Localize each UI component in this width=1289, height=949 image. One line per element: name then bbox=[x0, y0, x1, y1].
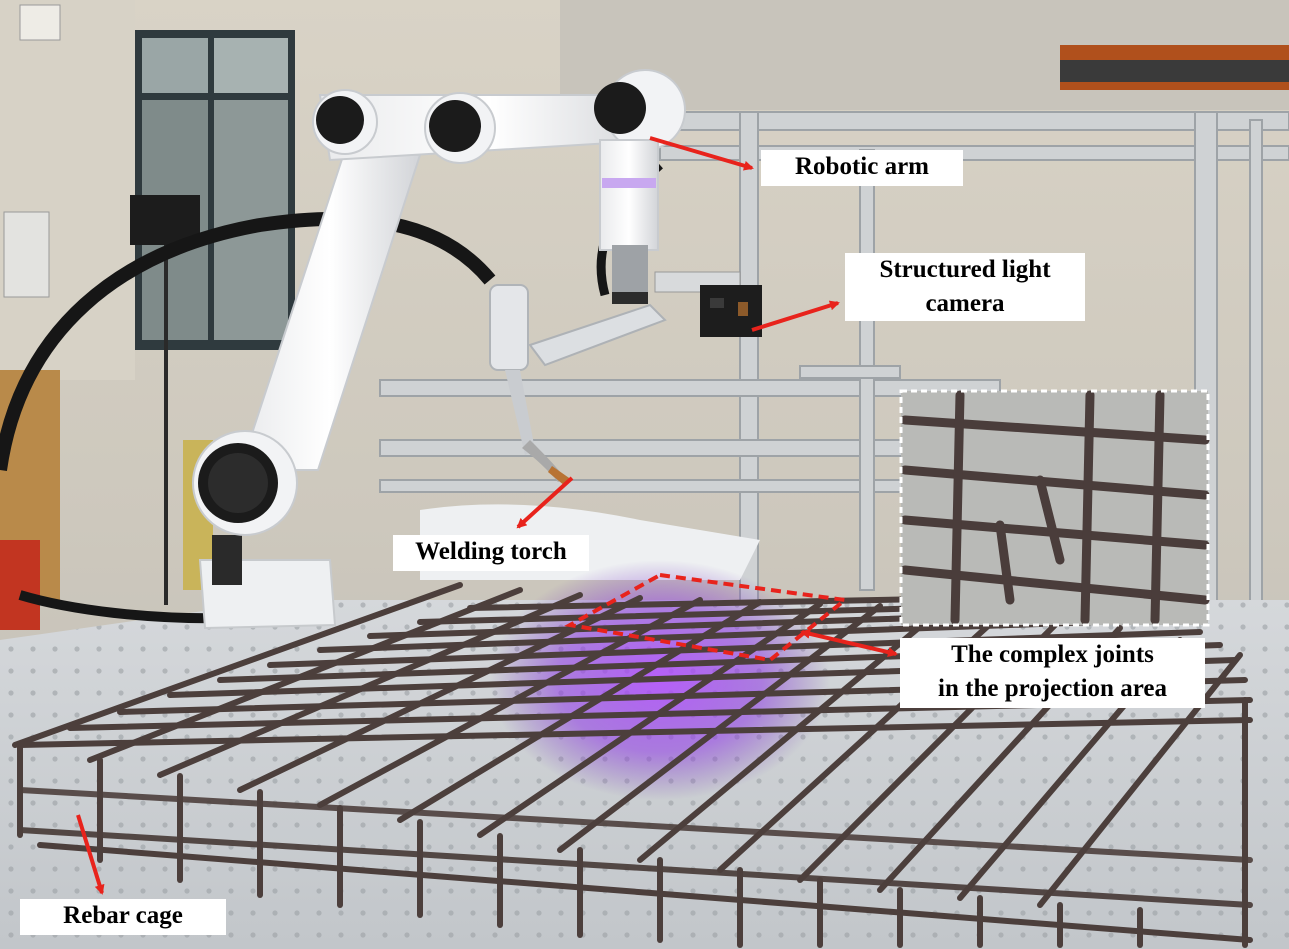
rebar-cage bbox=[12, 582, 1253, 948]
label-structured-light-camera: Structured light camera bbox=[845, 253, 1085, 321]
label-robotic-arm-text: Robotic arm bbox=[795, 153, 929, 180]
label-rebar-cage: Rebar cage bbox=[20, 899, 226, 935]
robotic-arm bbox=[192, 69, 686, 630]
arrow-robotic-arm bbox=[649, 136, 754, 171]
annotation-arrows bbox=[76, 136, 898, 895]
label-rebar-cage-text: Rebar cage bbox=[63, 902, 183, 929]
label-complex-joints: The complex joints in the projection are… bbox=[900, 638, 1205, 708]
label-welding-torch: Welding torch bbox=[393, 535, 589, 571]
aluminium-frame bbox=[379, 111, 1289, 803]
arrow-joints bbox=[800, 628, 898, 658]
red-machine bbox=[0, 540, 40, 630]
label-joints-line2: in the projection area bbox=[938, 675, 1167, 702]
label-welding-torch-text: Welding torch bbox=[415, 538, 567, 565]
arrow-camera bbox=[751, 300, 840, 332]
arrow-rebar-cage bbox=[76, 814, 105, 895]
arrow-welding-torch bbox=[516, 476, 574, 529]
label-robotic-arm: Robotic arm bbox=[761, 150, 963, 186]
window bbox=[135, 30, 295, 350]
torch-cable bbox=[0, 211, 496, 471]
inset-border bbox=[899, 389, 1210, 627]
projection-area-box bbox=[564, 572, 850, 663]
label-camera-line1: Structured light bbox=[879, 256, 1051, 283]
zoom-inset bbox=[899, 389, 1210, 627]
welding-torch bbox=[489, 284, 572, 486]
label-joints-line1: The complex joints bbox=[951, 641, 1154, 668]
label-camera-line2: camera bbox=[925, 290, 1005, 317]
